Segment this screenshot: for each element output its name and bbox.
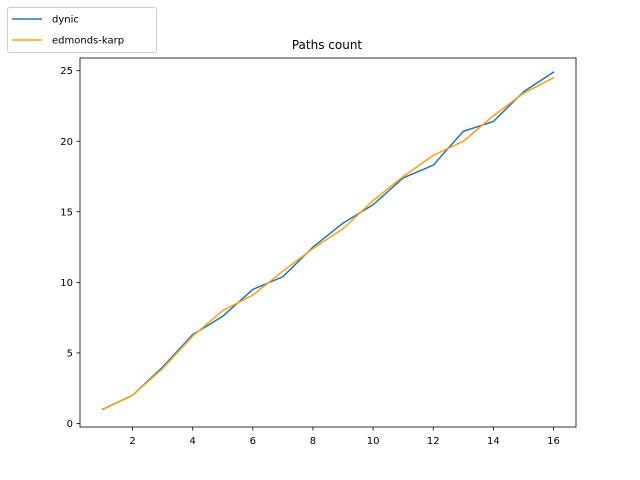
legend-label: edmonds-karp — [52, 36, 124, 47]
legend: dynic edmonds-karp — [7, 7, 157, 53]
x-tick-label: 16 — [547, 436, 560, 447]
x-tick-label: 10 — [367, 436, 380, 447]
y-tick-label: 25 — [60, 66, 73, 77]
y-tick-label: 10 — [60, 278, 73, 289]
x-tick-label: 6 — [250, 436, 256, 447]
series-line-dynic — [101, 71, 555, 411]
x-tick-label: 12 — [427, 436, 440, 447]
x-tick-label: 4 — [190, 436, 196, 447]
x-tick-label: 8 — [310, 436, 316, 447]
x-tick-label: 2 — [129, 436, 135, 447]
chart-title: Paths count — [292, 38, 363, 52]
y-tick-label: 0 — [67, 419, 73, 430]
axes-frame — [79, 57, 577, 428]
legend-label: dynic — [52, 15, 79, 26]
legend-box — [7, 7, 157, 53]
plot-area: 2 4 6 8 10 12 14 16 0 5 10 15 20 25 — [60, 57, 577, 447]
x-tick-label: 14 — [487, 436, 500, 447]
y-tick-label: 20 — [60, 137, 73, 148]
series-line-edmonds-karp — [101, 76, 555, 411]
y-tick-label: 5 — [67, 348, 73, 359]
y-tick-label: 15 — [60, 207, 73, 218]
